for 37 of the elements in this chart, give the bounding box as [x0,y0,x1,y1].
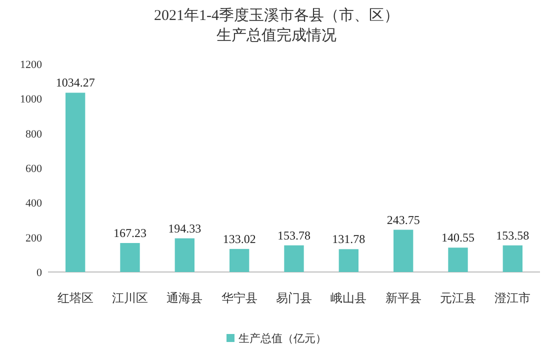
bar [120,243,140,272]
y-tick-label: 600 [26,163,42,175]
chart-subtitle: 生产总值完成情况 [216,27,336,44]
bar [393,230,414,272]
data-label: 153.78 [278,228,310,242]
data-label: 140.55 [442,230,474,245]
data-label: 1034.27 [56,76,95,90]
x-tick-label: 澄江市 [494,291,531,305]
bar [229,248,250,272]
x-tick-label: 峨山县 [330,291,367,305]
data-label: 243.75 [386,212,420,227]
x-tick-label: 红塔区 [57,291,94,305]
bar [174,238,195,272]
chart-title: 2021年1-4季度玉溪市各县（市、区） [154,7,399,24]
bar [502,245,523,272]
x-tick-label: 元江县 [440,291,476,305]
y-tick-label: 0 [36,267,42,279]
y-tick-label: 1000 [20,94,42,106]
x-tick-label: 华宁县 [221,291,258,305]
y-tick-label: 800 [26,128,42,140]
x-tick-label: 新平县 [385,291,422,305]
x-tick-label: 通海县 [166,291,203,305]
bar [284,245,304,272]
data-label: 194.33 [168,221,202,236]
legend-label: 生产总值（亿元） [238,332,326,345]
bar [65,92,86,272]
data-label: 133.02 [222,232,256,246]
data-label: 131.78 [332,232,366,246]
data-label: 153.58 [496,228,530,242]
bar [448,248,468,272]
y-tick-label: 200 [26,232,42,244]
data-label: 167.23 [114,226,146,240]
y-tick-label: 1200 [20,59,42,71]
y-tick-label: 400 [26,198,42,210]
x-tick-label: 江川区 [112,291,148,305]
x-tick-label: 易门县 [276,291,312,305]
bar [338,249,359,272]
